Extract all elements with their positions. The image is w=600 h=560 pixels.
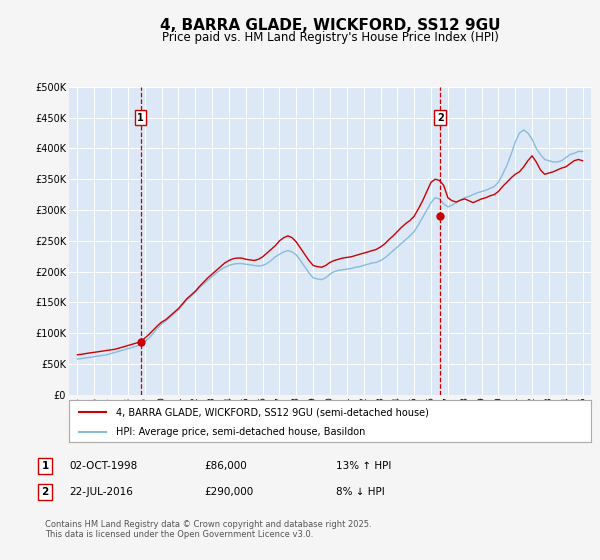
Text: 13% ↑ HPI: 13% ↑ HPI xyxy=(336,461,391,471)
Text: 8% ↓ HPI: 8% ↓ HPI xyxy=(336,487,385,497)
Text: Contains HM Land Registry data © Crown copyright and database right 2025.
This d: Contains HM Land Registry data © Crown c… xyxy=(45,520,371,539)
Text: 1: 1 xyxy=(41,461,49,471)
Text: 4, BARRA GLADE, WICKFORD, SS12 9GU (semi-detached house): 4, BARRA GLADE, WICKFORD, SS12 9GU (semi… xyxy=(116,407,429,417)
Text: 2: 2 xyxy=(41,487,49,497)
Text: HPI: Average price, semi-detached house, Basildon: HPI: Average price, semi-detached house,… xyxy=(116,427,365,437)
Text: 2: 2 xyxy=(437,113,443,123)
Text: 1: 1 xyxy=(137,113,144,123)
Text: 22-JUL-2016: 22-JUL-2016 xyxy=(69,487,133,497)
Text: 02-OCT-1998: 02-OCT-1998 xyxy=(69,461,137,471)
Text: £290,000: £290,000 xyxy=(204,487,253,497)
Text: 4, BARRA GLADE, WICKFORD, SS12 9GU: 4, BARRA GLADE, WICKFORD, SS12 9GU xyxy=(160,18,500,33)
Text: Price paid vs. HM Land Registry's House Price Index (HPI): Price paid vs. HM Land Registry's House … xyxy=(161,31,499,44)
Text: £86,000: £86,000 xyxy=(204,461,247,471)
